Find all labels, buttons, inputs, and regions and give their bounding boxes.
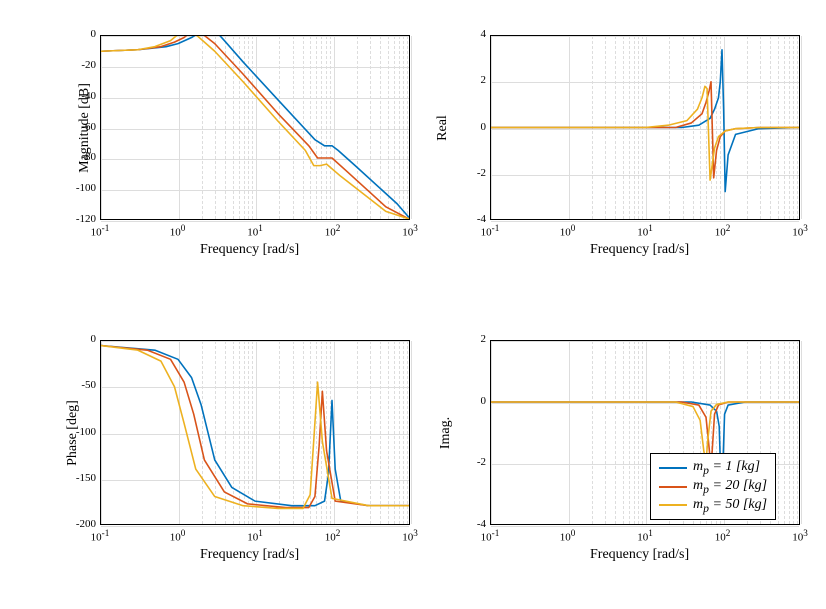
x-tick-label: 103 [390,223,430,239]
x-tick-label: 103 [390,528,430,544]
series-line [491,50,799,192]
x-tick-label: 103 [780,223,820,239]
plot-lines [101,36,409,219]
series-line [101,36,409,219]
subplot-real [490,35,800,220]
legend: mp = 1 [kg]mp = 20 [kg]mp = 50 [kg] [650,453,776,520]
y-axis-label: Imag. [438,416,454,448]
gridline [411,341,412,524]
y-tick-label: 0 [56,28,96,40]
series-line [491,86,799,180]
y-tick-label: 2 [446,74,486,86]
x-tick-label: 101 [235,223,275,239]
series-line [101,36,409,217]
y-tick-label: 2 [446,333,486,345]
series-line [101,346,409,508]
gridline [491,221,799,222]
gridline [101,526,409,527]
x-tick-label: 10-1 [80,528,120,544]
x-tick-label: 102 [703,223,743,239]
y-axis-label: Phase [deg] [65,400,81,466]
y-tick-label: 0 [446,395,486,407]
x-tick-label: 101 [625,528,665,544]
x-tick-label: 103 [780,528,820,544]
plot-lines [491,36,799,219]
bode-figure: -120-100-80-60-40-20010-1100101102103Mag… [20,20,806,589]
gridline [101,221,409,222]
subplot-magnitude [100,35,410,220]
x-axis-label: Frequency [rad/s] [590,242,689,258]
x-axis-label: Frequency [rad/s] [200,242,299,258]
y-tick-label: 0 [446,121,486,133]
series-line [101,346,409,506]
x-tick-label: 100 [158,528,198,544]
x-tick-label: 100 [548,528,588,544]
legend-label: mp = 1 [kg] [693,459,760,477]
y-tick-label: -20 [56,59,96,71]
x-tick-label: 10-1 [470,223,510,239]
legend-item: mp = 20 [kg] [659,478,767,496]
x-tick-label: 101 [625,223,665,239]
x-tick-label: 102 [313,528,353,544]
gridline [491,526,799,527]
legend-item: mp = 1 [kg] [659,459,767,477]
legend-label: mp = 20 [kg] [693,478,767,496]
series-line [101,36,409,219]
x-tick-label: 10-1 [470,528,510,544]
y-tick-label: 4 [446,28,486,40]
y-tick-label: -100 [56,182,96,194]
y-tick-label: 0 [56,333,96,345]
x-tick-label: 100 [158,223,198,239]
y-tick-label: -2 [446,167,486,179]
y-axis-label: Magnitude [dB] [77,83,93,173]
gridline [801,36,802,219]
legend-swatch [659,504,687,506]
legend-swatch [659,486,687,488]
plot-lines [101,341,409,524]
gridline [411,36,412,219]
x-tick-label: 101 [235,528,275,544]
legend-swatch [659,467,687,469]
x-axis-label: Frequency [rad/s] [200,547,299,563]
y-axis-label: Real [435,115,451,141]
x-tick-label: 102 [703,528,743,544]
y-tick-label: -2 [446,456,486,468]
x-tick-label: 100 [548,223,588,239]
y-tick-label: -50 [56,379,96,391]
subplot-phase [100,340,410,525]
gridline [801,341,802,524]
x-tick-label: 102 [313,223,353,239]
x-tick-label: 10-1 [80,223,120,239]
x-axis-label: Frequency [rad/s] [590,547,689,563]
series-line [101,346,409,509]
y-tick-label: -150 [56,472,96,484]
legend-item: mp = 50 [kg] [659,497,767,515]
legend-label: mp = 50 [kg] [693,497,767,515]
